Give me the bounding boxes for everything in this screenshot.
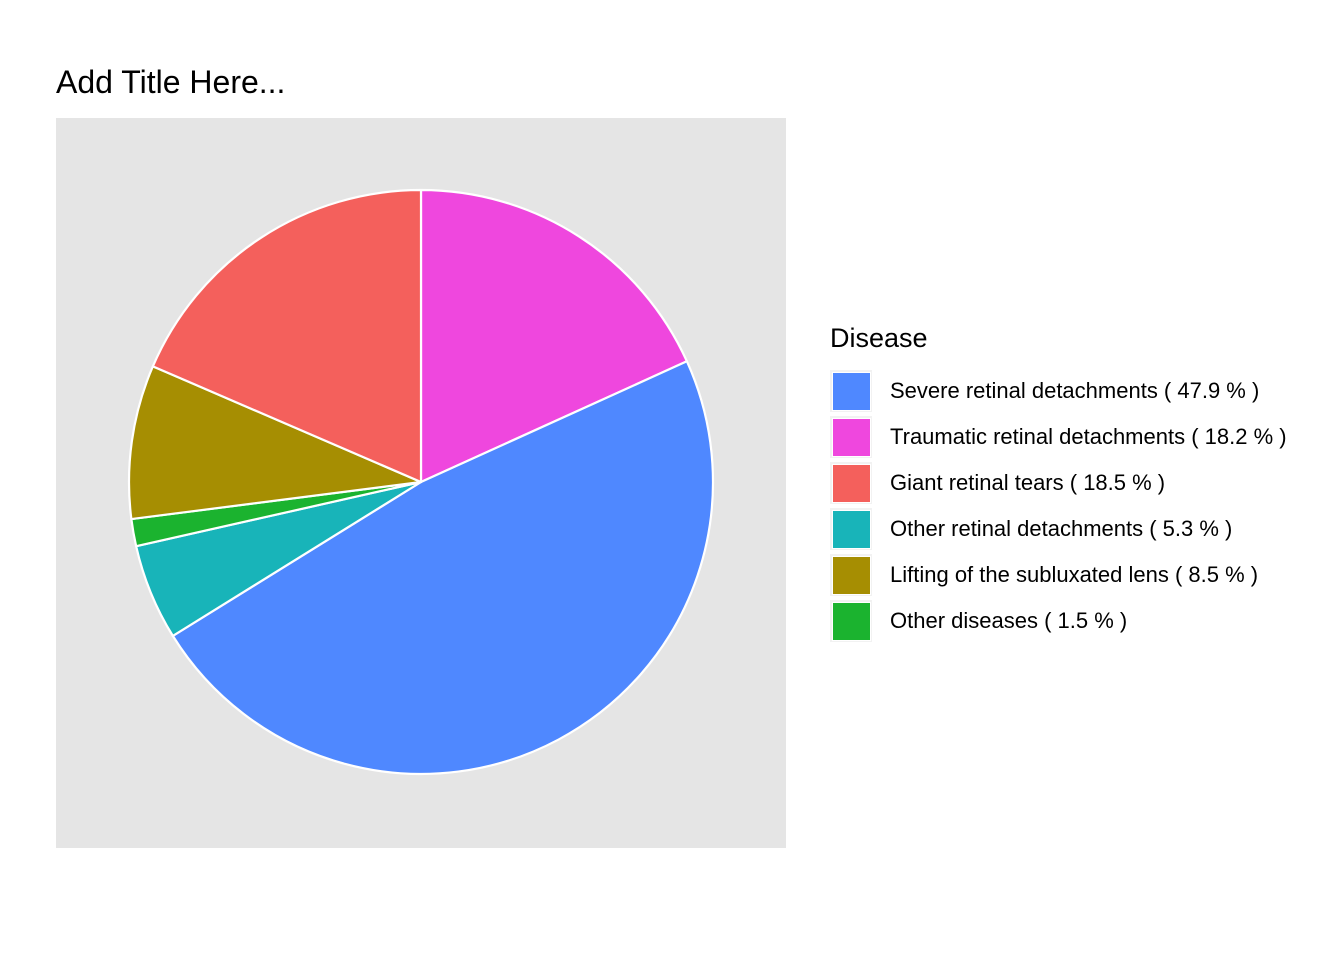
legend-item-severe-retinal-detachments: Severe retinal detachments ( 47.9 % ) — [830, 368, 1287, 414]
legend-items: Severe retinal detachments ( 47.9 % ) Tra… — [830, 368, 1287, 644]
pie-slice-traumatic-retinal-detachments — [419, 188, 688, 484]
legend-key — [830, 554, 872, 596]
legend-swatch — [831, 509, 871, 549]
legend-item-giant-retinal-tears: Giant retinal tears ( 18.5 % ) — [830, 460, 1287, 506]
legend-item-other-diseases: Other diseases ( 1.5 % ) — [830, 598, 1287, 644]
legend-label: Other diseases ( 1.5 % ) — [890, 608, 1128, 633]
pie-svg — [127, 188, 715, 776]
legend-key — [830, 462, 872, 504]
legend-key — [830, 370, 872, 412]
plot-panel — [56, 118, 786, 848]
legend-item-lifting-of-the-subluxated-lens: Lifting of the subluxated lens ( 8.5 % ) — [830, 552, 1287, 598]
legend-label: Giant retinal tears ( 18.5 % ) — [890, 470, 1166, 495]
pie-slice-lifting-of-the-subluxated-lens — [127, 365, 423, 521]
legend-swatch — [831, 463, 871, 503]
pie-slice-severe-retinal-detachments — [171, 360, 715, 776]
legend-item-other-retinal-detachments: Other retinal detachments ( 5.3 % ) — [830, 506, 1287, 552]
legend-key — [830, 508, 872, 550]
legend-swatch — [831, 555, 871, 595]
legend-item-traumatic-retinal-detachments: Traumatic retinal detachments ( 18.2 % ) — [830, 414, 1287, 460]
legend-swatch — [831, 371, 871, 411]
legend-label: Traumatic retinal detachments ( 18.2 % ) — [890, 424, 1287, 449]
legend-label: Lifting of the subluxated lens ( 8.5 % ) — [890, 562, 1259, 587]
chart-title: Add Title Here... — [56, 64, 286, 100]
legend-key — [830, 600, 872, 642]
legend-key — [830, 416, 872, 458]
legend-title: Disease — [830, 323, 928, 353]
legend-swatch — [831, 417, 871, 457]
legend-swatch — [831, 601, 871, 641]
legend: Disease Severe retinal detachments ( 47.… — [830, 322, 1287, 644]
pie-slice-giant-retinal-tears — [151, 188, 423, 484]
legend-label: Other retinal detachments ( 5.3 % ) — [890, 516, 1233, 541]
legend-label: Severe retinal detachments ( 47.9 % ) — [890, 378, 1260, 403]
